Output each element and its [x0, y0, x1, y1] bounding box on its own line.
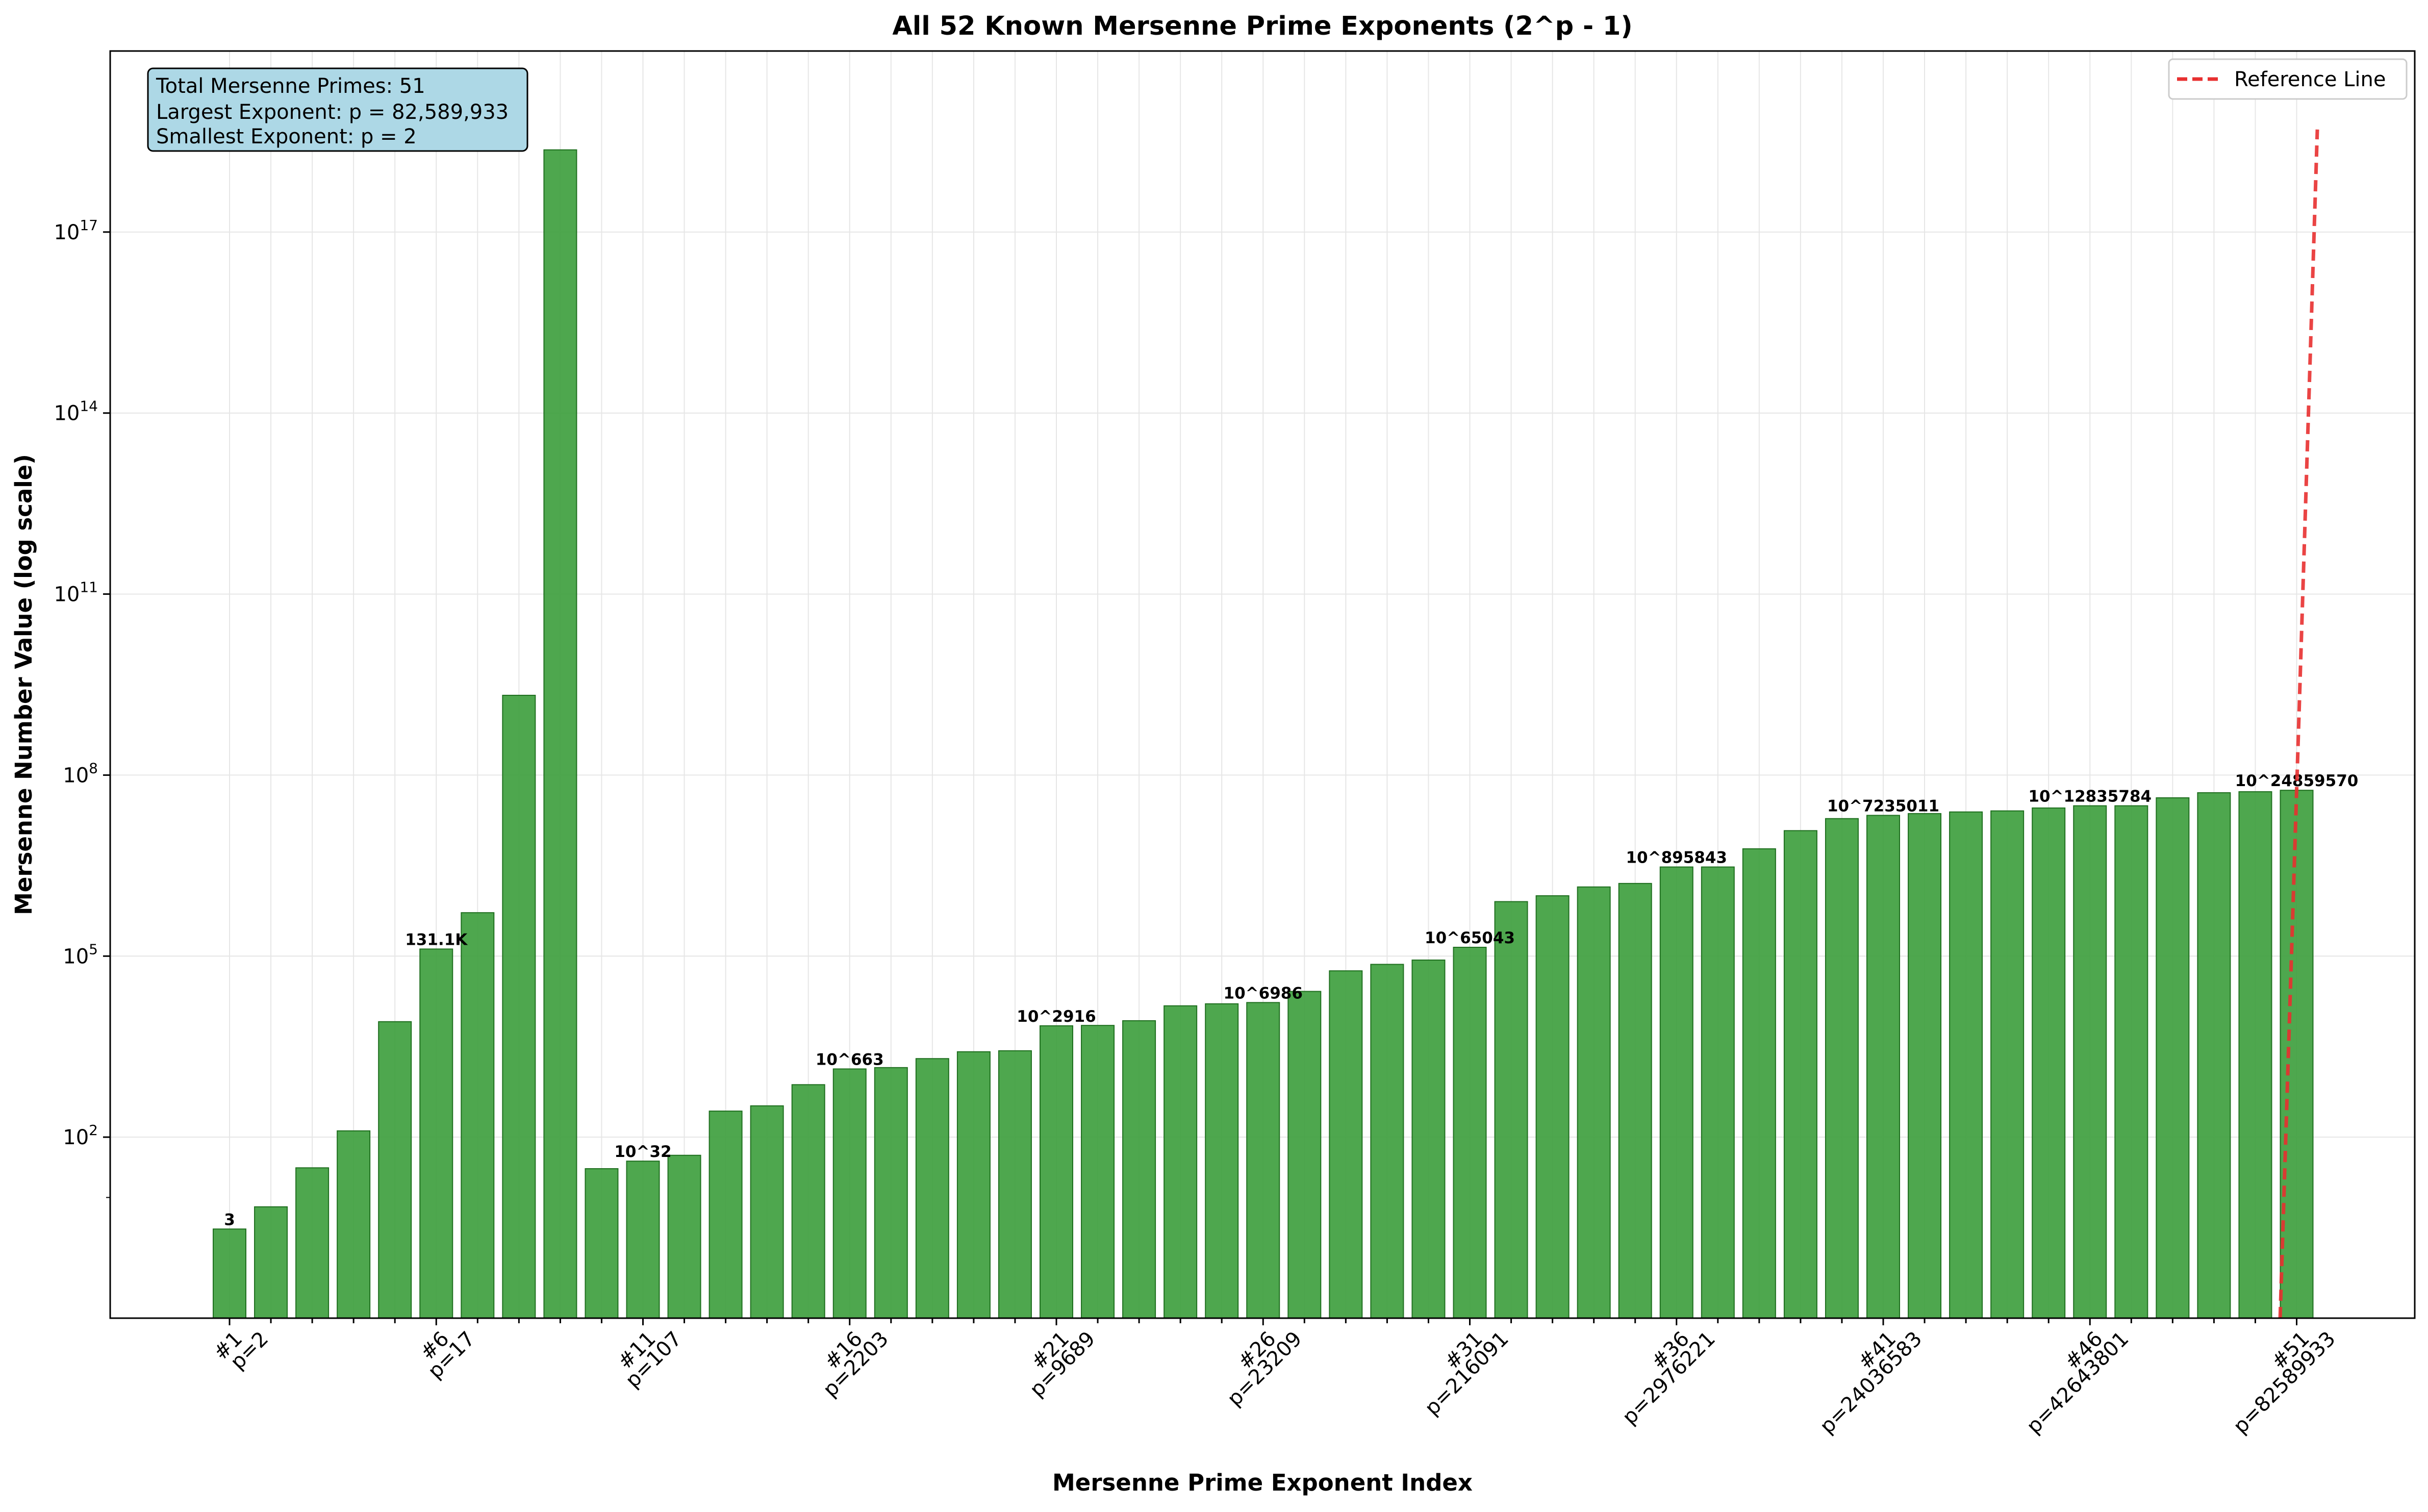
bar	[213, 1228, 246, 1319]
info-largest: Largest Exponent: p = 82,589,933	[156, 100, 509, 124]
bar	[1701, 866, 1735, 1319]
bar	[1908, 813, 1942, 1319]
bar	[1370, 964, 1404, 1319]
bar-data-label: 10^32	[614, 1143, 671, 1161]
bar	[2156, 797, 2190, 1319]
bar	[543, 149, 577, 1319]
bar	[1618, 883, 1652, 1319]
bar	[1164, 1005, 1198, 1319]
bar	[461, 912, 495, 1319]
x-tick-label: #21p=9689	[1025, 1327, 1100, 1401]
x-tick-label: #46p=42643801	[2022, 1327, 2133, 1438]
bar	[254, 1206, 288, 1319]
bar	[2114, 805, 2148, 1319]
legend: Reference Line	[2168, 58, 2408, 100]
y-tick-label: 1014	[54, 398, 98, 425]
y-tick-label: 108	[63, 760, 98, 787]
bar	[1287, 991, 1322, 1319]
bar	[2073, 805, 2107, 1319]
bar	[337, 1130, 371, 1319]
bar	[1494, 901, 1528, 1319]
bar-data-label: 10^12835784	[2028, 788, 2152, 806]
bar	[1866, 815, 1900, 1319]
bar	[1535, 895, 1570, 1319]
x-axis-label: Mersenne Prime Exponent Index	[1052, 1469, 1473, 1496]
x-tick-label: #26p=23209	[1223, 1327, 1306, 1410]
bar	[2197, 792, 2231, 1319]
y-axis: 102 105 108 1011 1014 1017	[54, 217, 110, 1198]
bar-data-label: 10^7235011	[1827, 797, 1939, 815]
x-axis: #1p=2 #6p=17 #11p=107 #16p=2203 #21p=9689 #26…	[209, 1318, 2340, 1439]
bar	[626, 1161, 660, 1319]
bar-data-label: 10^2916	[1017, 1007, 1096, 1026]
bar	[1990, 810, 2025, 1319]
bar	[874, 1067, 908, 1319]
bar	[1329, 970, 1363, 1319]
legend-box	[2168, 58, 2408, 100]
bar	[709, 1111, 743, 1319]
bar	[1783, 830, 1817, 1319]
info-total: Total Mersenne Primes: 51	[156, 74, 425, 98]
bar-data-label: 10^895843	[1626, 849, 1727, 867]
bar-data-label: 131.1K	[405, 930, 468, 949]
bar	[1742, 848, 1776, 1319]
info-box: Total Mersenne Primes: 51 Largest Expone…	[147, 67, 528, 152]
bar	[1081, 1025, 1115, 1319]
bar	[378, 1021, 412, 1319]
bar-data-label: 10^663	[816, 1050, 884, 1069]
bar	[1122, 1020, 1156, 1319]
y-tick-label: 1011	[54, 579, 98, 607]
bar	[1825, 818, 1859, 1319]
bar	[1205, 1003, 1239, 1319]
data-labels: 3 131.1K 10^32 10^663 10^2916 10^6986 10^65043…	[224, 772, 2358, 1229]
bar	[1453, 947, 1487, 1319]
bar	[1949, 811, 1983, 1319]
x-tick-label: #6p=17	[416, 1327, 479, 1383]
y-tick-label: 1017	[54, 217, 98, 244]
bar	[915, 1058, 949, 1319]
reference-line	[2278, 129, 2319, 1319]
bar	[791, 1084, 825, 1319]
bar	[1577, 886, 1611, 1319]
y-axis-label: Mersenne Number Value (log scale)	[10, 454, 37, 915]
x-tick-label: #16p=2203	[819, 1327, 893, 1401]
info-box-background	[147, 67, 528, 152]
bar	[1411, 960, 1446, 1319]
reference-line-layer	[2278, 129, 2319, 1319]
chart-title: All 52 Known Mersenne Prime Exponents (2…	[892, 11, 1632, 41]
bar	[998, 1050, 1032, 1319]
x-tick-label: #11p=107	[614, 1327, 687, 1392]
bar	[1040, 1025, 1073, 1319]
x-tick-label: #41p=24036583	[1815, 1327, 1927, 1438]
bar	[832, 1068, 867, 1319]
legend-label: Reference Line	[2234, 68, 2386, 91]
bar	[956, 1051, 991, 1319]
bar-data-label: 10^65043	[1425, 929, 1515, 947]
bar	[1659, 866, 1693, 1319]
bar	[502, 695, 536, 1319]
bar-data-label: 3	[224, 1211, 235, 1229]
info-smallest: Smallest Exponent: p = 2	[156, 125, 417, 148]
x-tick-label: #1p=2	[209, 1327, 273, 1374]
x-tick-label: #31p=216091	[1420, 1327, 1513, 1420]
bar	[419, 948, 453, 1319]
y-tick-label: 105	[63, 941, 98, 968]
bar	[2280, 790, 2314, 1319]
x-tick-label: #51p=82589933	[2229, 1327, 2340, 1438]
bar	[2032, 807, 2066, 1319]
bar	[2238, 791, 2272, 1319]
bar	[295, 1167, 330, 1319]
bar	[667, 1154, 701, 1319]
bar	[750, 1105, 784, 1319]
bar-data-label: 10^6986	[1224, 984, 1303, 1002]
bar	[1246, 1002, 1280, 1319]
x-tick-label: #36p=2976221	[1618, 1327, 1720, 1429]
bar	[585, 1168, 619, 1319]
y-tick-label: 102	[63, 1122, 98, 1149]
bars	[213, 149, 2314, 1319]
